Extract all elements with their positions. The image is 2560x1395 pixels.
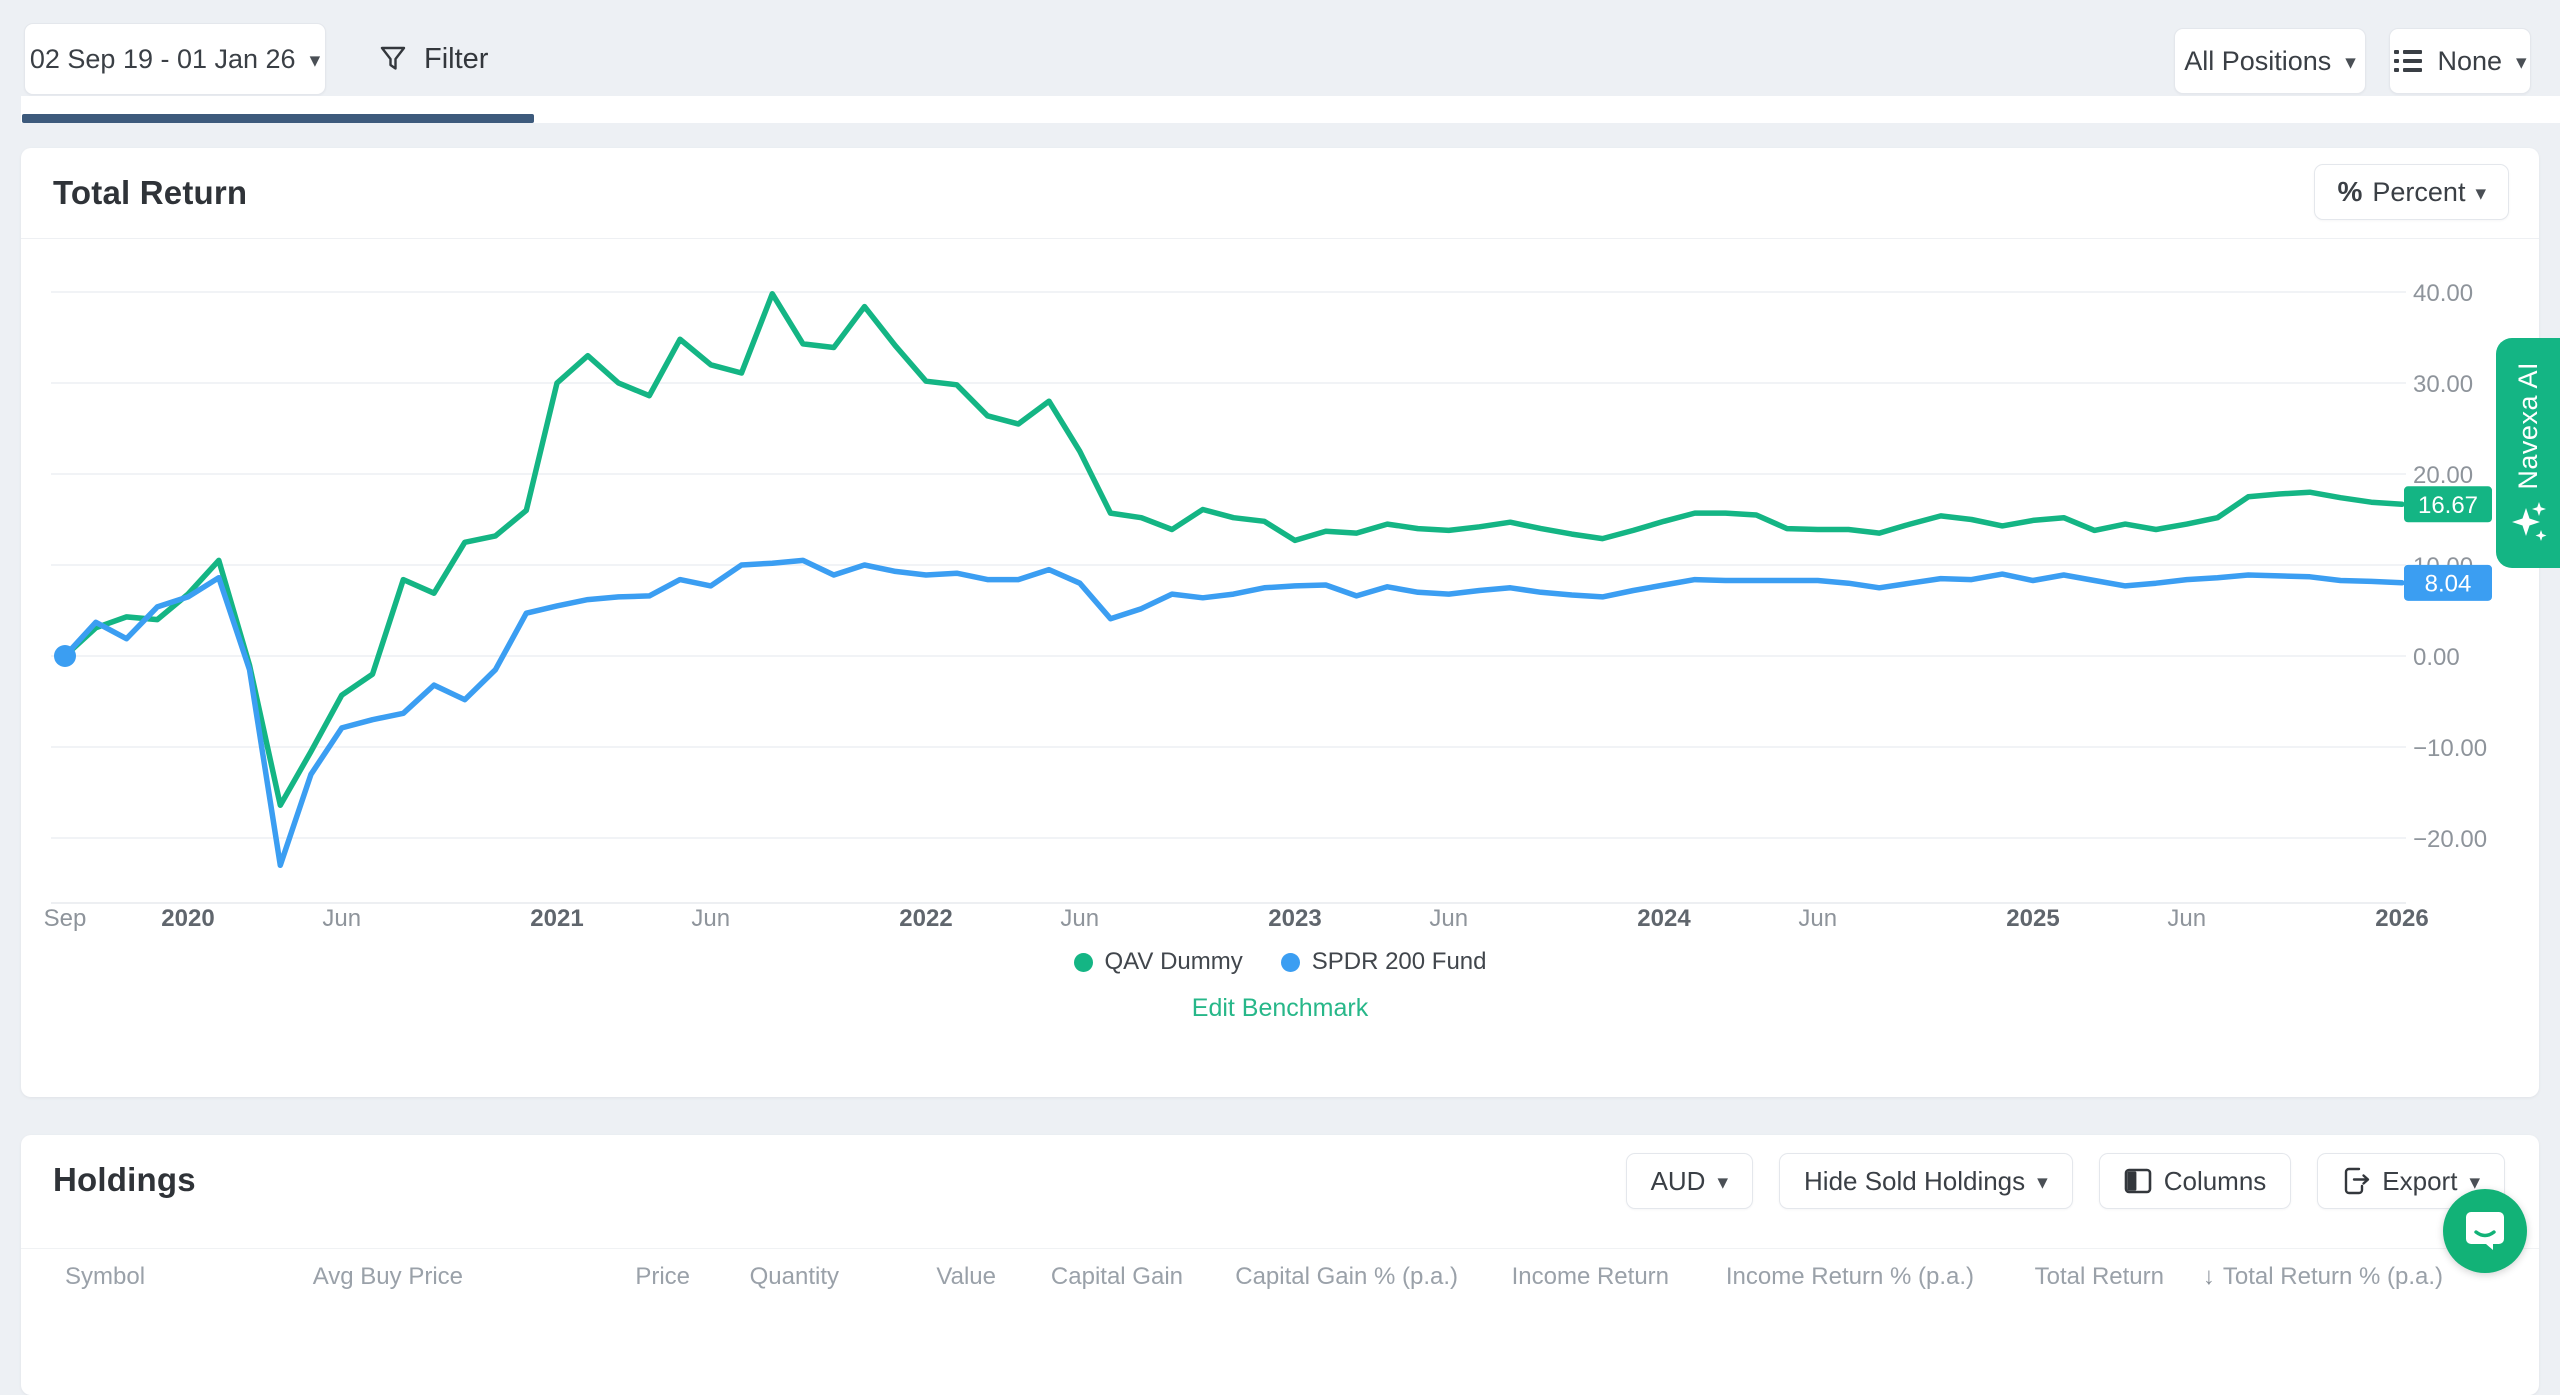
y-axis-tick-label: 30.00 [2413,371,2473,398]
hide-sold-holdings-label: Hide Sold Holdings [1804,1165,2026,1196]
top-toolbar: 02 Sep 19 - 01 Jan 26 ▾ Filter All Posit… [0,0,2560,96]
chart-title: Total Return [53,174,248,211]
x-axis-tick-label: 2021 [530,905,583,932]
chevron-down-icon: ▾ [2516,50,2527,74]
column-header-capital-gain[interactable]: Capital Gain [1050,1263,1183,1290]
total-return-card: Total Return % Percent ▾ 40.00 30.00 20.00… [21,148,2539,1097]
column-header-avg-buy-price[interactable]: Avg Buy Price [312,1263,463,1290]
y-axis-tick-label: −10.00 [2413,735,2487,762]
export-icon [2342,1166,2370,1196]
filter-button[interactable]: Filter [378,23,488,95]
series-end-badge [2404,486,2492,523]
column-header-income-return-p-a[interactable]: Income Return % (p.a.) [1725,1263,1974,1290]
holdings-card: Holdings AUD ▾ Hide Sold Holdings ▾ Colu… [21,1135,2539,1395]
navexa-ai-label: Navexa AI [2512,362,2543,490]
x-axis-tick-label: Jun [1060,905,1099,932]
date-range-label: 02 Sep 19 - 01 Jan 26 [29,43,296,74]
x-axis-tick-label: 2023 [1268,905,1321,932]
date-range-button[interactable]: 02 Sep 19 - 01 Jan 26 ▾ [24,23,326,95]
column-header-value[interactable]: Value [936,1263,996,1290]
all-positions-label: All Positions [2184,45,2332,76]
column-header-capital-gain-p-a[interactable]: Capital Gain % (p.a.) [1235,1263,1458,1290]
card-header-divider [21,238,2539,239]
x-axis-tick-label: Jun [1429,905,1468,932]
all-positions-dropdown[interactable]: All Positions ▾ [2174,28,2366,94]
sparkles-icon [2512,501,2547,541]
group-by-label: None [2437,45,2502,76]
chevron-down-icon: ▾ [2469,1170,2480,1194]
series-start-dot [54,645,76,667]
sort-descending-icon: ↓ [2202,1263,2215,1290]
legend-dot [1280,952,1300,972]
export-label: Export [2382,1165,2458,1196]
y-axis-tick-label: −20.00 [2413,826,2487,853]
y-axis-tick-label: 20.00 [2413,462,2473,489]
holdings-title: Holdings [53,1161,196,1198]
x-axis-tick-label: Jun [691,905,730,932]
x-axis-tick-label: Sep [44,905,87,932]
horizontal-scroll-track [21,96,2560,123]
legend-label: QAV Dummy [1104,948,1243,975]
series-line-qav-dummy[interactable] [62,291,2405,808]
list-icon [2393,47,2423,75]
column-header-income-return[interactable]: Income Return [1511,1263,1669,1290]
x-axis-tick-label: 2020 [161,905,214,932]
x-axis-tick-label: Jun [322,905,361,932]
column-header-total-return-p-a[interactable]: ↓ Total Return % (p.a.) [2202,1263,2443,1290]
total-return-chart[interactable]: 40.0030.0020.0010.000.00−10.00−20.00Sep2… [21,148,2539,948]
chat-launcher-button[interactable] [2443,1189,2527,1273]
columns-icon [2124,1167,2152,1195]
y-axis-tick-label: 40.00 [2413,280,2473,307]
column-header-price[interactable]: Price [635,1263,690,1290]
x-axis-tick-label: Jun [1798,905,1837,932]
group-by-dropdown[interactable]: None ▾ [2389,28,2531,94]
x-axis-tick-label: 2026 [2375,905,2428,932]
currency-dropdown[interactable]: AUD ▾ [1625,1153,1754,1209]
percent-icon: % [2337,176,2363,207]
series-end-badge [2404,564,2492,601]
chart-unit-dropdown[interactable]: % Percent ▾ [2314,164,2509,220]
columns-button[interactable]: Columns [2098,1153,2292,1209]
x-axis-tick-label: Jun [2167,905,2206,932]
x-axis-tick-label: 2024 [1637,905,1691,932]
legend-label: SPDR 200 Fund [1311,948,1487,975]
columns-label: Columns [2163,1165,2267,1196]
column-header-total-return[interactable]: Total Return [2034,1263,2164,1290]
series-end-badge-value: 8.04 [2425,570,2472,597]
chevron-down-icon: ▾ [309,48,321,72]
currency-label: AUD [1650,1165,1706,1196]
chevron-down-icon: ▾ [2345,50,2356,74]
chart-legend: QAV Dummy SPDR 200 Fund [21,948,2539,976]
holdings-actions: AUD ▾ Hide Sold Holdings ▾ Columns [1625,1153,2505,1209]
chevron-down-icon: ▾ [2475,181,2486,205]
legend-item-qav-dummy[interactable]: QAV Dummy [1073,948,1243,976]
x-axis-tick-label: 2025 [2006,905,2059,932]
chart-unit-label: Percent [2372,176,2466,207]
filter-label: Filter [424,42,489,75]
legend-item-spdr-200-fund[interactable]: SPDR 200 Fund [1280,948,1487,976]
x-axis-tick-label: 2022 [899,905,952,932]
series-end-badge-value: 16.67 [2418,492,2478,519]
filter-icon [378,44,408,74]
chevron-down-icon: ▾ [1717,1170,1729,1194]
legend-dot [1073,952,1093,972]
column-header-symbol[interactable]: Symbol [65,1263,146,1290]
chevron-down-icon: ▾ [2037,1170,2048,1194]
horizontal-scroll-thumb[interactable] [22,114,534,123]
navexa-ai-tab[interactable]: Navexa AI [2496,338,2560,568]
column-header-quantity[interactable]: Quantity [749,1263,839,1290]
hide-sold-holdings-dropdown[interactable]: Hide Sold Holdings ▾ [1779,1153,2073,1209]
chat-bubble-icon [2466,1212,2504,1250]
edit-benchmark-link[interactable]: Edit Benchmark [1191,994,1369,1022]
holdings-divider [21,1248,2539,1249]
series-line-spdr-200-fund[interactable] [62,557,2405,869]
y-axis-tick-label: 0.00 [2413,644,2460,671]
